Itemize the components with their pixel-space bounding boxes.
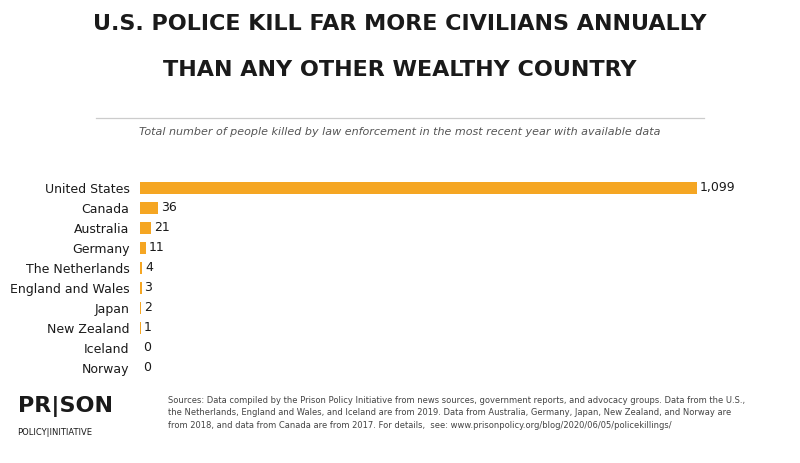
Bar [140, 222, 150, 234]
Text: 2: 2 [144, 301, 152, 314]
Bar [140, 242, 146, 254]
Text: 4: 4 [145, 261, 153, 274]
Text: 0: 0 [143, 341, 151, 354]
Text: 1: 1 [143, 321, 151, 334]
Text: POLICY|INITIATIVE: POLICY|INITIATIVE [18, 428, 93, 437]
Text: 1,099: 1,099 [700, 181, 735, 194]
Bar [140, 202, 158, 214]
Text: THAN ANY OTHER WEALTHY COUNTRY: THAN ANY OTHER WEALTHY COUNTRY [163, 60, 637, 80]
Text: 0: 0 [143, 361, 151, 374]
Text: 36: 36 [162, 201, 177, 214]
Text: PR|SON: PR|SON [18, 396, 113, 417]
Bar [140, 302, 141, 314]
Bar [140, 262, 142, 274]
Text: Sources: Data compiled by the Prison Policy Initiative from news sources, govern: Sources: Data compiled by the Prison Pol… [168, 396, 745, 430]
Text: 21: 21 [154, 221, 170, 234]
Text: 3: 3 [145, 282, 153, 294]
Text: U.S. POLICE KILL FAR MORE CIVILIANS ANNUALLY: U.S. POLICE KILL FAR MORE CIVILIANS ANNU… [94, 14, 706, 34]
Text: 11: 11 [149, 241, 164, 254]
Text: Total number of people killed by law enforcement in the most recent year with av: Total number of people killed by law enf… [139, 127, 661, 138]
Bar [140, 182, 697, 194]
Bar [140, 282, 142, 294]
